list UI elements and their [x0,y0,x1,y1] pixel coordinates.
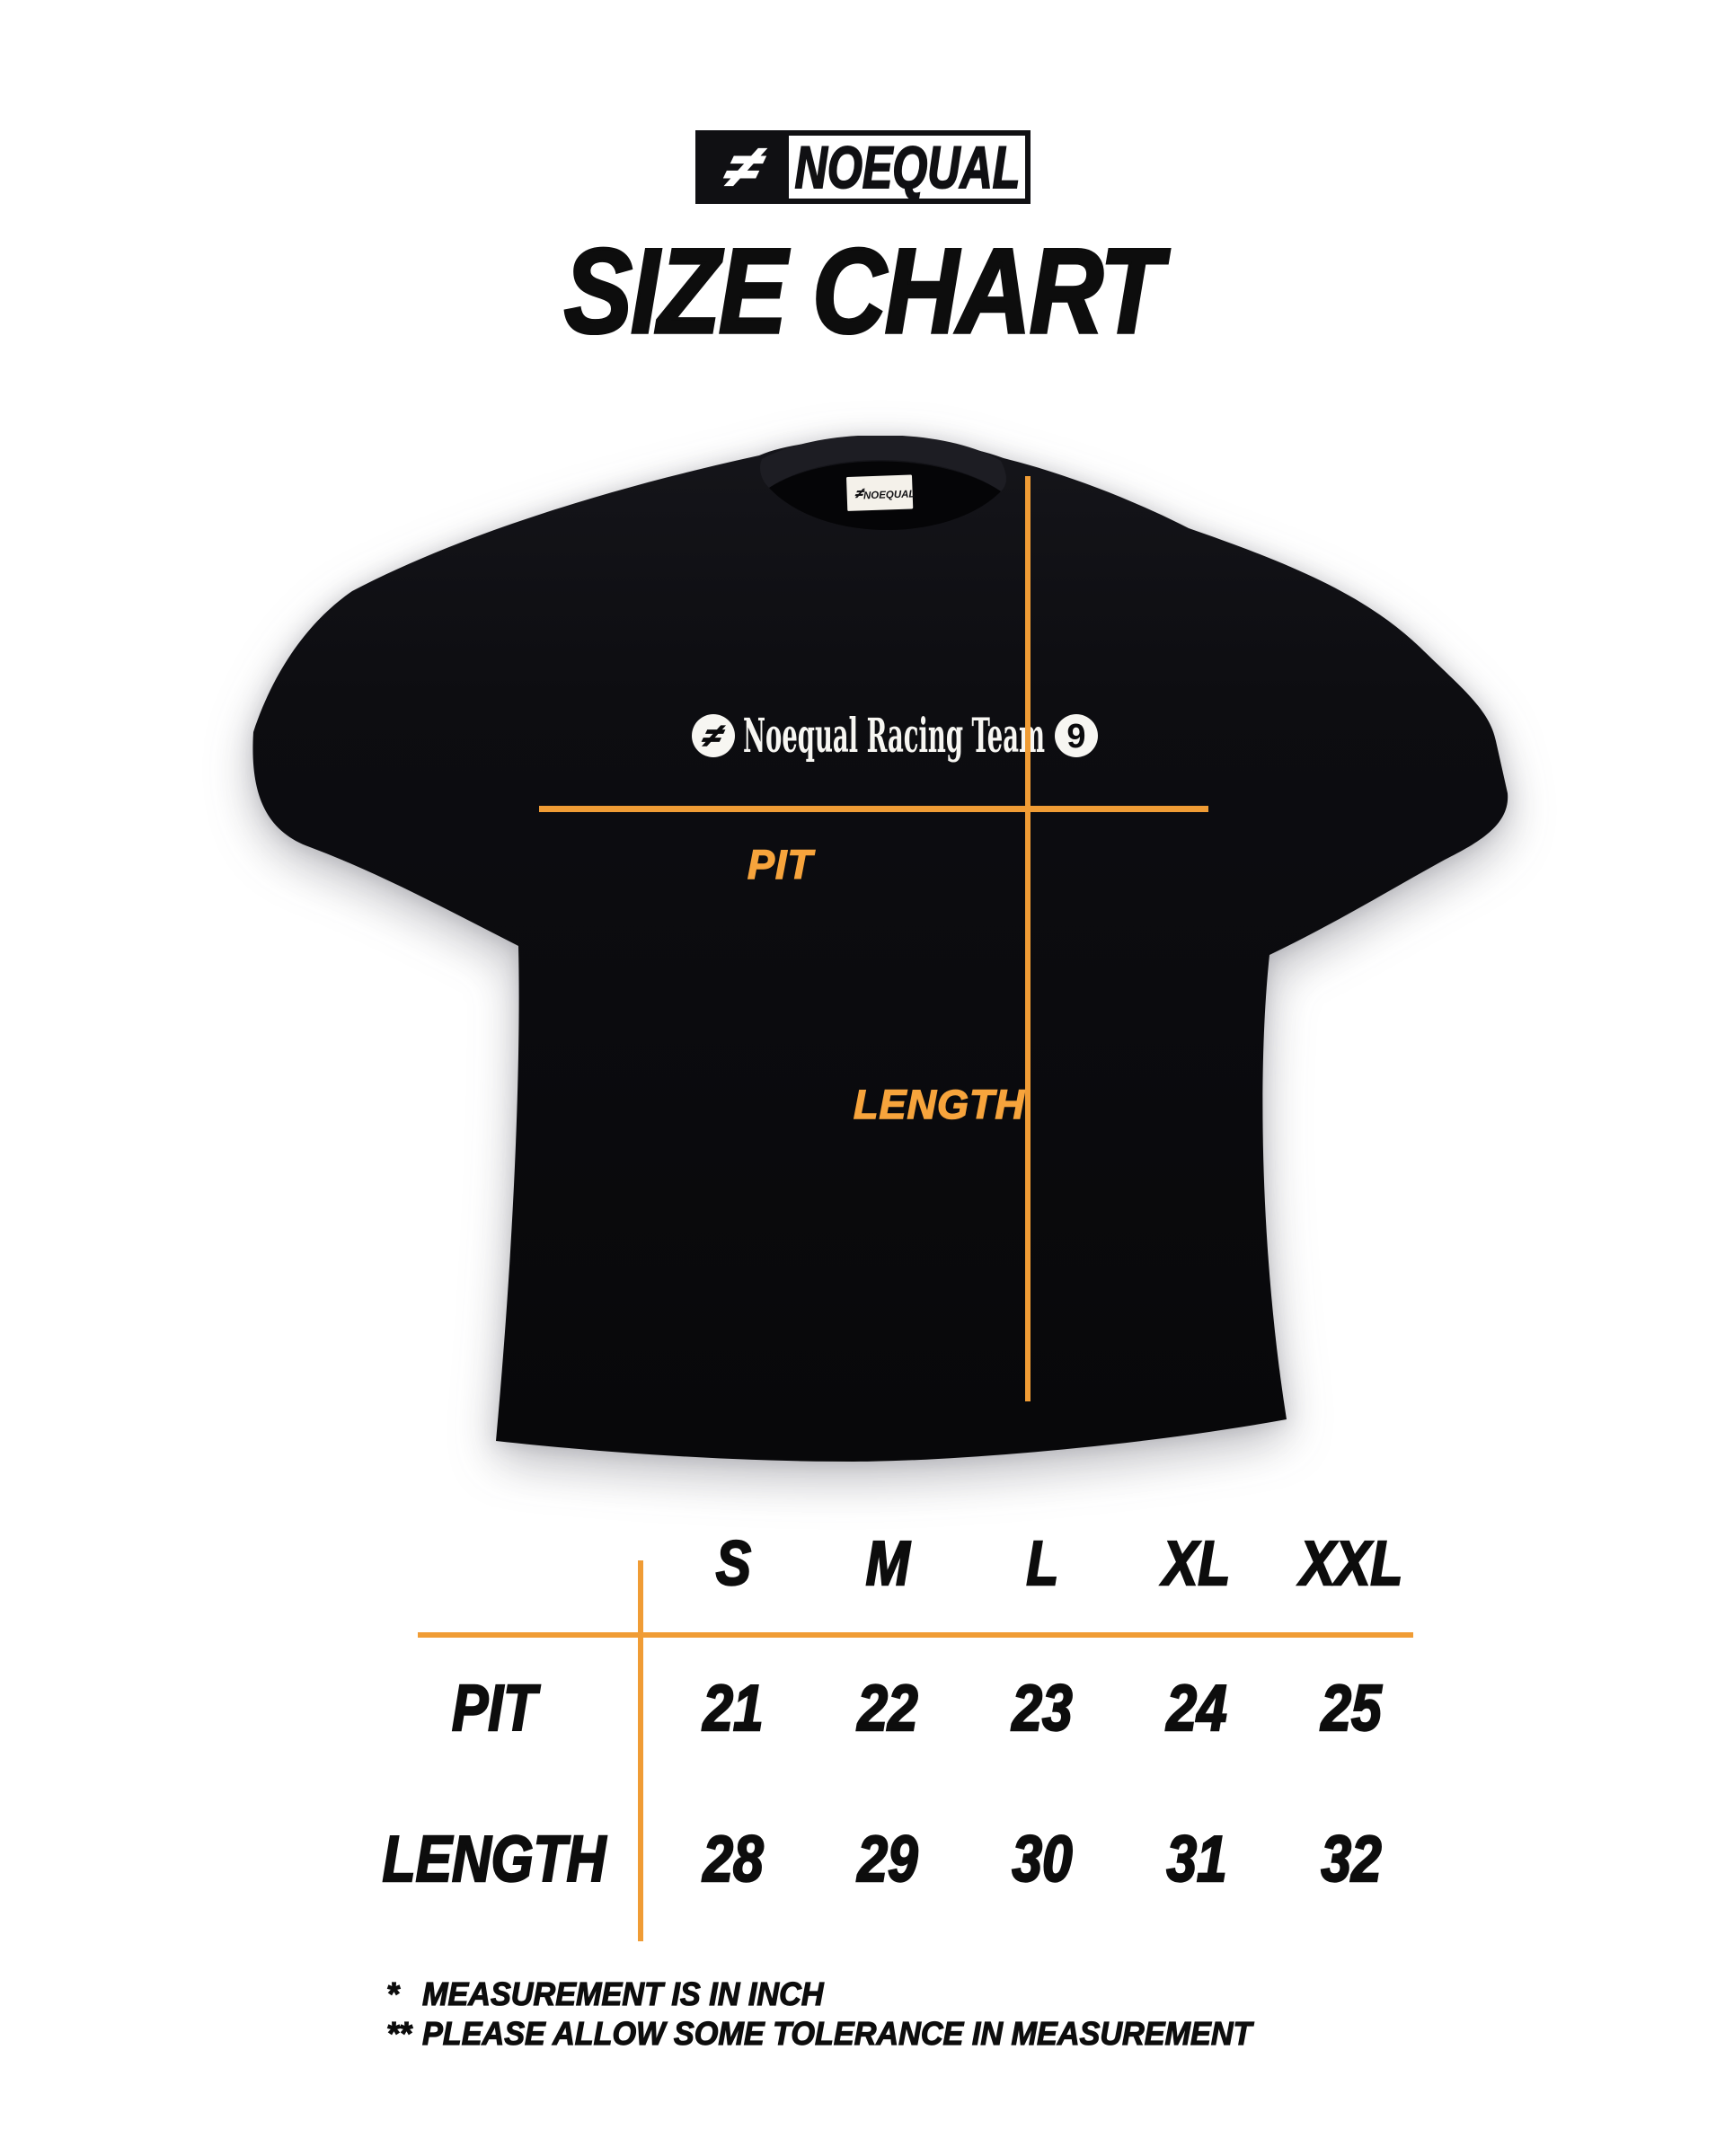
length-measure-line [1025,476,1031,1401]
table-horizontal-line [418,1632,1413,1638]
footnote-text: PLEASE ALLOW SOME TOLERANCE IN MEASUREME… [421,2014,1252,2052]
col-header-s: S [714,1528,751,1598]
col-header-l: L [1025,1528,1059,1598]
footnote-text: MEASUREMENT IS IN INCH [421,1975,824,2012]
tshirt-measurement-diagram: NOEQUAL Noequal Racing Team 9 PIT LENGTH [252,436,1508,1462]
length-value-xxl: 32 [1320,1824,1382,1895]
col-header-m: M [864,1528,910,1598]
tshirt-body [252,438,1508,1462]
length-value-xl: 31 [1165,1824,1227,1895]
logo-symbol-panel [701,136,789,199]
length-value-s: 28 [702,1824,764,1895]
length-value-m: 29 [856,1824,918,1895]
pit-value-l: 23 [1011,1673,1073,1745]
footnote-marker: ** [385,2014,412,2052]
not-equal-icon [722,147,768,187]
chest-print-text: Noequal Racing Team [743,709,1045,764]
collar-tag-text: NOEQUAL [863,489,916,501]
footnote-marker: * [385,1975,400,2012]
length-values-row: 28 29 30 31 32 [656,1824,1429,1895]
noequal-logo: NOEQUAL [695,130,1031,204]
pit-value-m: 22 [856,1673,918,1745]
logo-wordmark: NOEQUAL [793,136,1020,199]
pit-value-xl: 24 [1165,1673,1227,1745]
col-header-xl: XL [1162,1528,1231,1598]
logo-text-panel: NOEQUAL [789,136,1025,199]
length-value-l: 30 [1011,1824,1073,1895]
row-label-pit: PIT [451,1673,537,1745]
page-title: SIZE CHART [562,225,1163,358]
row-label-length: LENGTH [382,1824,607,1895]
footnote-measurement-unit: * MEASUREMENT IS IN INCH [385,1975,1296,2014]
tshirt-collar [760,436,1006,491]
pit-value-xxl: 25 [1320,1673,1382,1745]
collar-tag: NOEQUAL [846,474,916,511]
chest-print-circle-right [1055,714,1098,757]
pit-label: PIT [748,842,816,888]
pit-measure-line [539,806,1208,812]
footnote-tolerance: ** PLEASE ALLOW SOME TOLERANCE IN MEASUR… [385,2014,1296,2054]
col-header-xxl: XXL [1299,1528,1403,1598]
chest-print: Noequal Racing Team 9 [692,709,1098,764]
length-label: LENGTH [854,1082,1025,1127]
pit-values-row: 21 22 23 24 25 [656,1673,1429,1745]
footnotes: * MEASUREMENT IS IN INCH ** PLEASE ALLOW… [385,1975,1296,2054]
pit-value-s: 21 [702,1673,764,1745]
chest-print-number: 9 [1066,718,1085,755]
table-vertical-line [638,1560,643,1941]
size-table-header-row: S M L XL XXL [656,1528,1429,1598]
